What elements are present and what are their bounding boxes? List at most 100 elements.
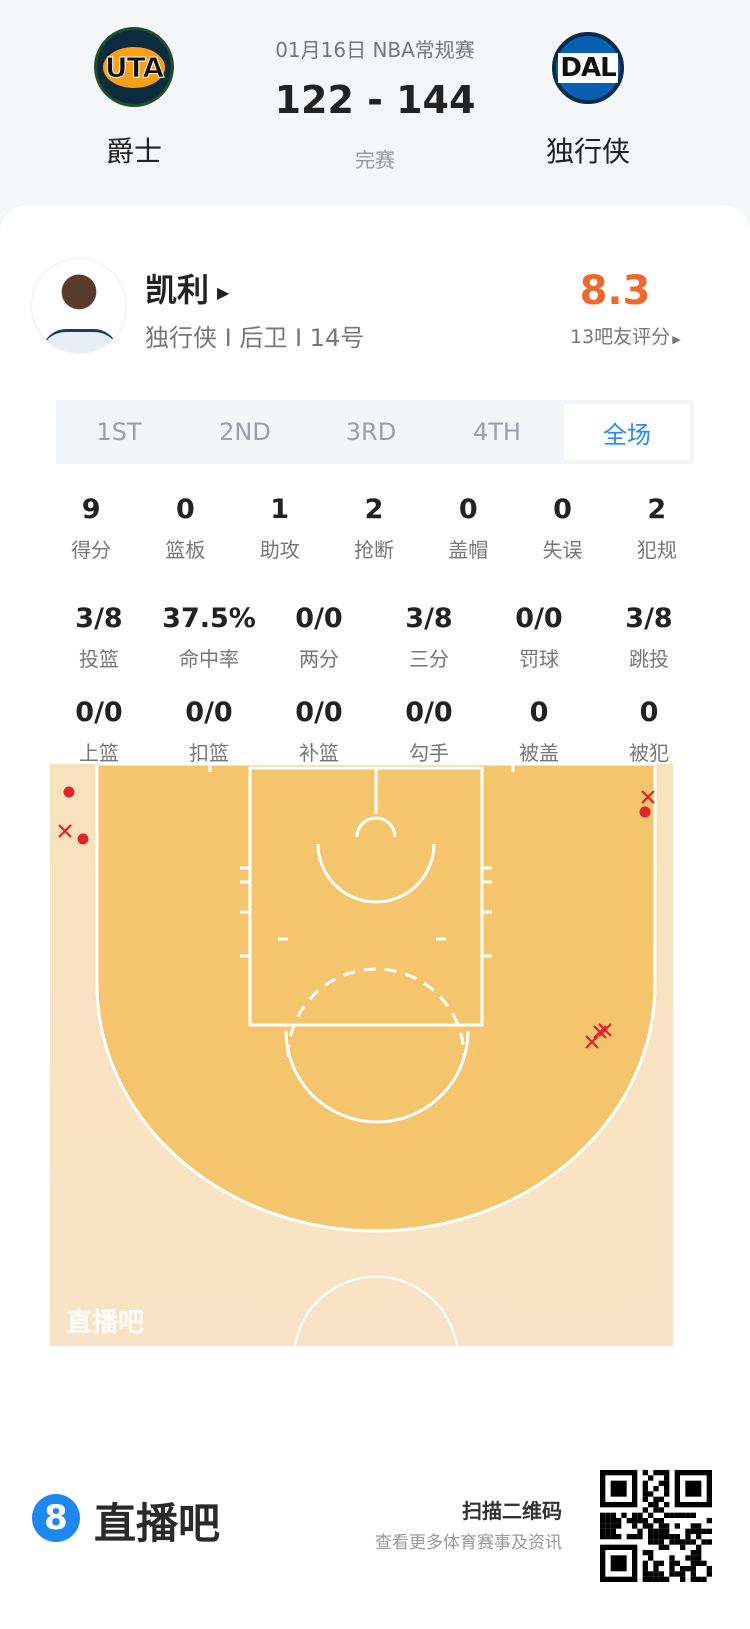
- shot-made-marker: [77, 833, 89, 845]
- stat-value: 0/0: [515, 603, 563, 634]
- tab-4th[interactable]: 4TH: [473, 418, 521, 446]
- stat-value: 0: [458, 494, 478, 525]
- match-score: 122 - 144: [274, 78, 476, 122]
- brand-logo-icon: 8: [32, 1494, 80, 1542]
- stat-value: 0/0: [295, 697, 343, 728]
- team-logo-dal[interactable]: DAL: [552, 32, 624, 104]
- shot-made-marker: [639, 806, 651, 818]
- stat-item: 0/0 勾手: [374, 697, 484, 766]
- caret-right-icon: ▶: [672, 333, 681, 346]
- stat-label: 两分: [299, 647, 339, 671]
- stat-value: 0/0: [185, 697, 233, 728]
- stat-label: 勾手: [409, 741, 449, 765]
- stat-value: 3/8: [75, 603, 123, 634]
- stat-label: 投篮: [79, 647, 119, 671]
- stat-value: 3/8: [405, 603, 453, 634]
- stat-value: 0: [639, 697, 659, 728]
- stat-value: 0/0: [405, 697, 453, 728]
- stat-item: 0 被盖: [484, 697, 594, 766]
- qr-title: 扫描二维码: [462, 1499, 562, 1523]
- player-name-link[interactable]: 凯利 ▶: [145, 265, 229, 311]
- stat-item: 0/0 补篮: [264, 697, 374, 766]
- stat-value: 0: [529, 697, 549, 728]
- stat-label: 三分: [409, 647, 449, 671]
- logo-text: DAL: [558, 53, 618, 83]
- shot-missed-marker: [641, 790, 655, 804]
- qr-subtitle: 查看更多体育赛事及资讯: [375, 1533, 562, 1553]
- stat-item: 0/0 扣篮: [154, 697, 264, 766]
- stat-item: 9 得分: [44, 494, 138, 563]
- stat-label: 抢断: [353, 538, 394, 562]
- player-rating: 8.3: [579, 268, 651, 314]
- player-avatar[interactable]: [31, 258, 127, 354]
- stat-label: 跳投: [629, 647, 669, 671]
- stat-item: 2 犯规: [610, 494, 704, 563]
- stats-row-basic: 9 得分 0 篮板 1 助攻 2 抢断 0 盖帽 0 失误 2 犯规: [44, 494, 704, 563]
- away-team-name: 独行侠: [545, 135, 630, 168]
- rating-link[interactable]: 13吧友评分 ▶: [570, 322, 681, 349]
- stat-label: 篮板: [165, 538, 206, 562]
- tab-full-game[interactable]: 全场: [564, 404, 690, 460]
- shot-markers: [58, 786, 655, 1049]
- stat-label: 犯规: [636, 538, 677, 562]
- stat-item: 3/8 跳投: [594, 603, 704, 672]
- stat-item: 2 抢断: [327, 494, 421, 563]
- stat-label: 补篮: [299, 741, 339, 765]
- shot-missed-marker: [585, 1035, 599, 1049]
- stat-value: 3/8: [625, 603, 673, 634]
- stat-item: 37.5% 命中率: [154, 603, 264, 672]
- stat-value: 1: [270, 494, 290, 525]
- rating-label: 13吧友评分: [570, 326, 671, 348]
- stat-value: 0/0: [75, 697, 123, 728]
- stat-item: 0/0 上篮: [44, 697, 154, 766]
- stat-label: 失误: [542, 538, 583, 562]
- qr-code[interactable]: [600, 1470, 712, 1582]
- stat-item: 0/0 两分: [264, 603, 374, 672]
- stat-item: 3/8 三分: [374, 603, 484, 672]
- stat-label: 命中率: [179, 647, 239, 671]
- team-logo-uta[interactable]: UTA: [94, 27, 174, 107]
- stat-label: 扣篮: [189, 741, 229, 765]
- player-info: 独行侠 I 后卫 I 14号: [145, 324, 365, 352]
- stat-label: 罚球: [519, 647, 559, 671]
- stat-value: 9: [81, 494, 101, 525]
- shot-missed-marker: [58, 824, 72, 838]
- stat-item: 0 失误: [515, 494, 609, 563]
- caret-right-icon: ▶: [217, 282, 230, 302]
- shot-missed-marker: [598, 1023, 612, 1037]
- stat-item: 0/0 罚球: [484, 603, 594, 672]
- stat-item: 1 助攻: [233, 494, 327, 563]
- stat-value: 2: [364, 494, 384, 525]
- stat-value: 0: [553, 494, 572, 525]
- stat-item: 0 被犯: [594, 697, 704, 766]
- stat-value: 37.5%: [162, 603, 256, 634]
- stats-row-shot-types: 0/0 上篮 0/0 扣篮 0/0 补篮 0/0 勾手 0 被盖 0 被犯: [44, 697, 704, 766]
- match-status: 完赛: [355, 148, 395, 172]
- tab-2nd[interactable]: 2ND: [219, 418, 271, 446]
- stat-item: 0 盖帽: [421, 494, 515, 563]
- home-team-name: 爵士: [105, 135, 162, 168]
- three-point-line: [95, 764, 657, 1233]
- stat-label: 助攻: [259, 538, 300, 562]
- shot-chart: 直播吧: [50, 764, 673, 1346]
- court-lines: [208, 764, 515, 1346]
- tab-3rd[interactable]: 3RD: [345, 418, 397, 446]
- tab-1st[interactable]: 1ST: [96, 418, 142, 446]
- stat-label: 上篮: [79, 741, 119, 765]
- player-name: 凯利: [145, 271, 210, 309]
- watermark: 直播吧: [66, 1308, 144, 1338]
- stats-row-shooting: 3/8 投篮 37.5% 命中率 0/0 两分 3/8 三分 0/0 罚球 3/8 跳投: [44, 603, 704, 672]
- stat-value: 2: [647, 494, 667, 525]
- stat-label: 被犯: [629, 741, 669, 765]
- period-tabs: 1ST 2ND 3RD 4TH 全场: [56, 400, 694, 464]
- stat-item: 3/8 投篮: [44, 603, 154, 672]
- stat-value: 0/0: [295, 603, 343, 634]
- stat-value: 0: [176, 494, 195, 525]
- stat-item: 0 篮板: [138, 494, 232, 563]
- stat-label: 盖帽: [448, 538, 489, 562]
- brand-name: 直播吧: [94, 1499, 221, 1548]
- shot-made-marker: [63, 786, 75, 798]
- logo-text: UTA: [102, 46, 166, 88]
- stat-label: 得分: [71, 538, 112, 562]
- stat-label: 被盖: [519, 741, 559, 765]
